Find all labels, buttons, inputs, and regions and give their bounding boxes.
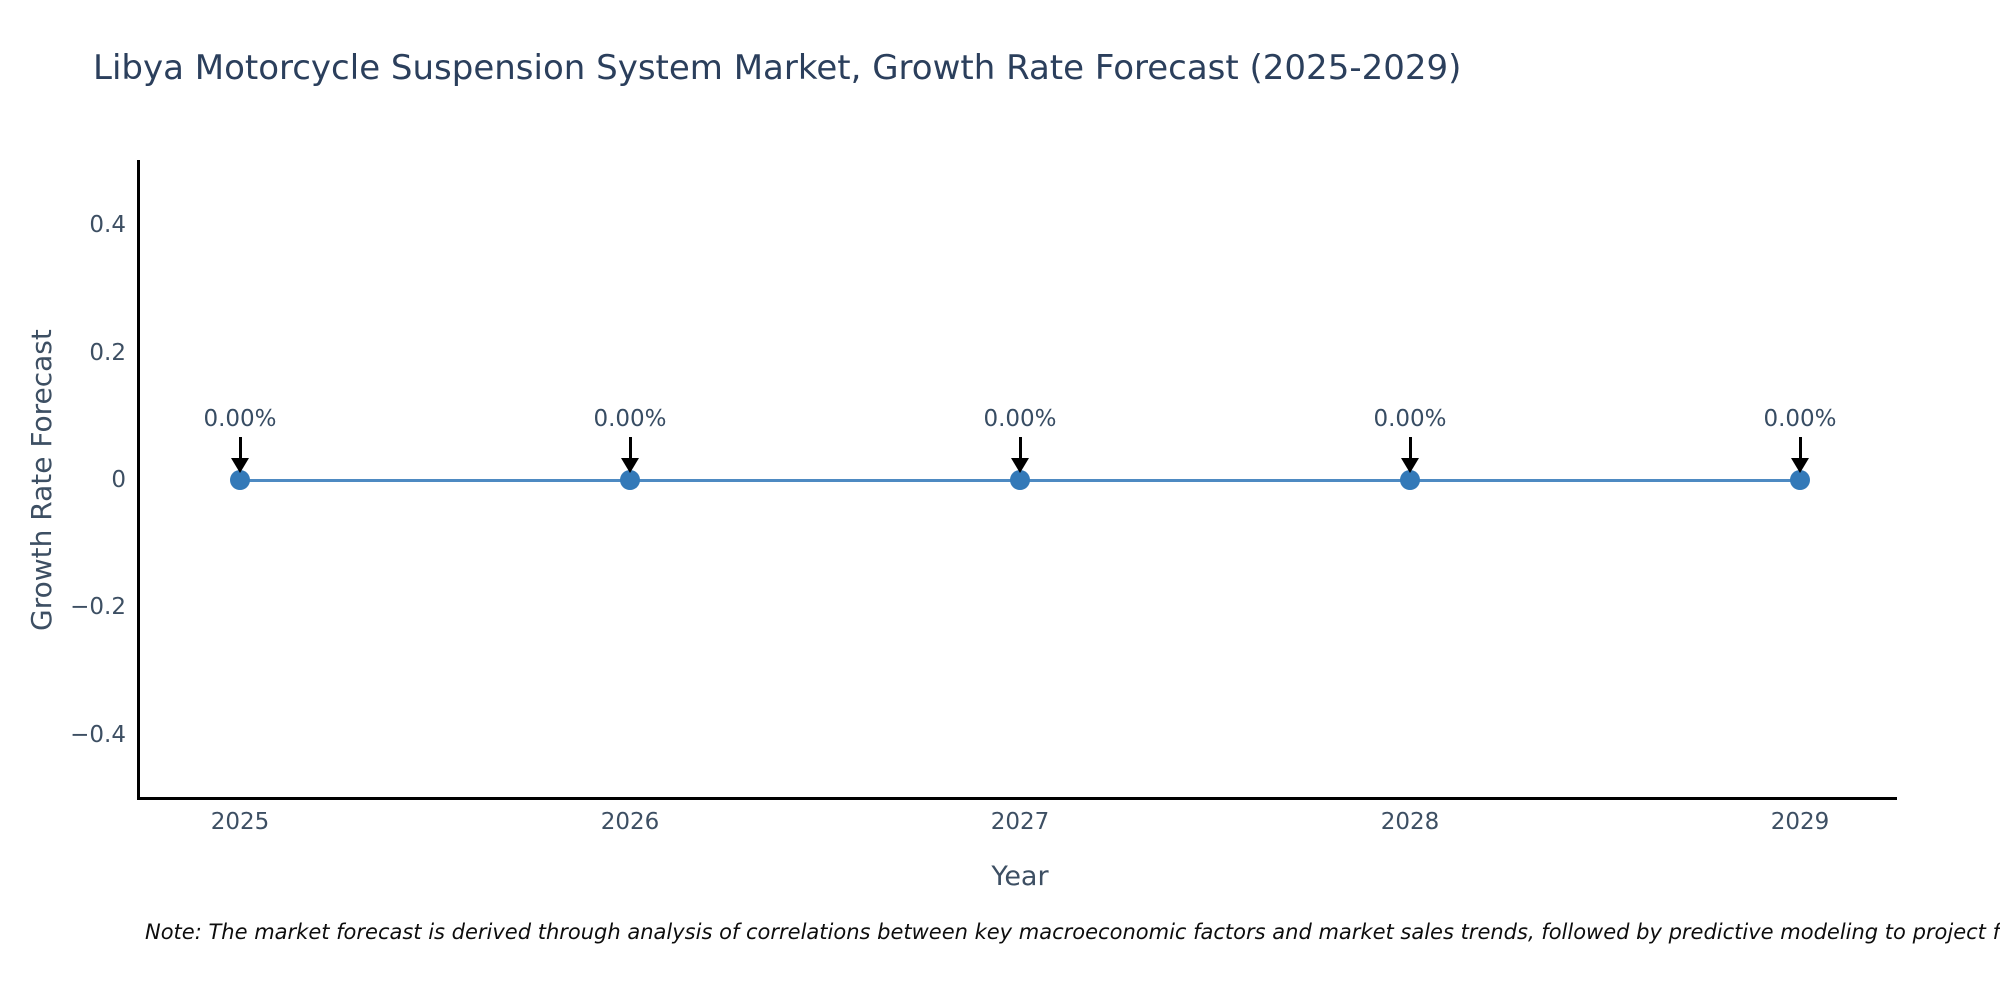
point-value-label: 0.00% bbox=[593, 406, 667, 432]
annotation-arrow-head bbox=[621, 458, 639, 473]
y-tick-label: 0 bbox=[111, 467, 126, 493]
x-tick-label: 2027 bbox=[990, 809, 1050, 835]
annotation-arrow-head bbox=[1011, 458, 1029, 473]
annotation-arrow-stem bbox=[628, 437, 632, 459]
x-tick-label: 2028 bbox=[1380, 809, 1440, 835]
annotation-arrow-stem bbox=[1408, 437, 1412, 459]
data-point-marker bbox=[1010, 470, 1030, 490]
x-tick-label: 2026 bbox=[600, 809, 660, 835]
annotation-arrow-stem bbox=[1018, 437, 1022, 459]
y-tick-label: 0.4 bbox=[89, 212, 126, 239]
annotation-arrow-stem bbox=[238, 437, 242, 459]
x-tick-label: 2029 bbox=[1770, 809, 1830, 835]
y-tick-label: 0.2 bbox=[89, 339, 126, 366]
point-value-label: 0.00% bbox=[1763, 406, 1837, 432]
chart-title: Libya Motorcycle Suspension System Marke… bbox=[93, 48, 1462, 88]
point-value-label: 0.00% bbox=[1373, 406, 1447, 432]
point-value-label: 0.00% bbox=[203, 406, 277, 432]
annotation-arrow-head bbox=[231, 458, 249, 473]
data-point-marker bbox=[230, 470, 250, 490]
data-point-marker bbox=[1790, 470, 1810, 490]
x-tick-label: 2025 bbox=[210, 809, 270, 835]
annotation-arrow-head bbox=[1401, 458, 1419, 473]
y-tick-label: −0.4 bbox=[70, 721, 126, 748]
x-axis-title: Year bbox=[991, 861, 1049, 892]
y-tick-label: −0.2 bbox=[70, 594, 126, 621]
annotation-arrow-stem bbox=[1798, 437, 1802, 459]
y-axis-title: Growth Rate Forecast bbox=[25, 329, 58, 631]
data-point-marker bbox=[1400, 470, 1420, 490]
point-value-label: 0.00% bbox=[983, 406, 1057, 432]
data-point-marker bbox=[620, 470, 640, 490]
footnote: Note: The market forecast is derived thr… bbox=[145, 920, 2000, 944]
annotation-arrow-head bbox=[1791, 458, 1809, 473]
